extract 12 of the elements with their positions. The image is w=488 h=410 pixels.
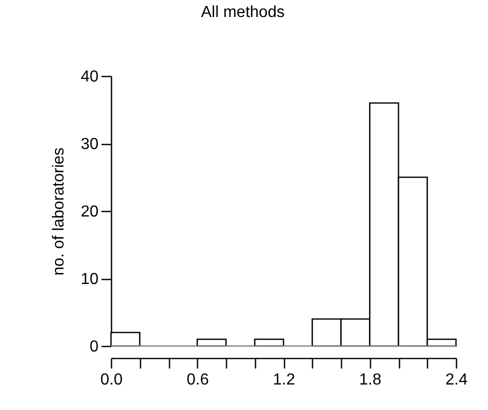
y-tick-label: 40 bbox=[80, 68, 99, 86]
y-tick-label: 30 bbox=[80, 136, 99, 153]
x-tick-label: 1.2 bbox=[272, 372, 296, 388]
y-tick-label: 0 bbox=[90, 338, 99, 356]
y-tick-label: 10 bbox=[80, 271, 99, 288]
text: All methods bbox=[201, 4, 285, 21]
x-tick-label: 0.0 bbox=[100, 372, 123, 388]
y-axis-title: no. of laboratories bbox=[50, 147, 68, 276]
x-tick-label: 0.6 bbox=[186, 372, 209, 388]
y-tick-label: 20 bbox=[80, 204, 99, 220]
x-tick-label: 1.8 bbox=[359, 372, 382, 388]
x-tick-label: 2.4 bbox=[445, 372, 468, 388]
